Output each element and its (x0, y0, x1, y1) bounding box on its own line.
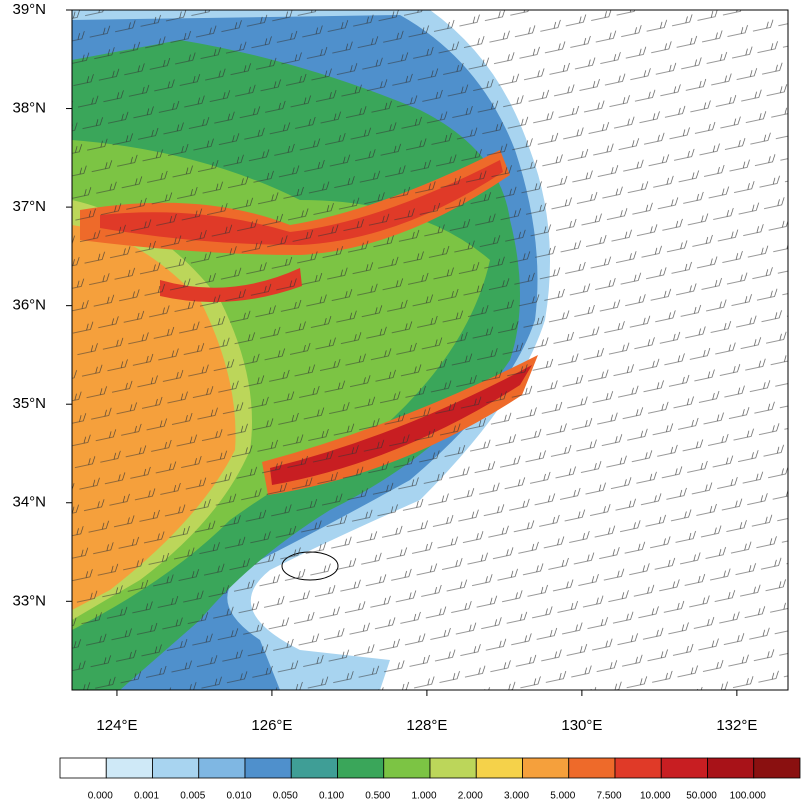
colorbar-box (568, 757, 616, 779)
colorbar-label: 5.000 (550, 791, 575, 802)
colorbar-box (614, 757, 662, 779)
colorbar-box (660, 757, 708, 779)
colorbar-box (290, 757, 338, 779)
colorbar-box (383, 757, 431, 779)
x-tick-label: 126°E (251, 717, 292, 734)
colorbar-box (152, 757, 200, 779)
y-tick-label: 37°N (12, 198, 46, 215)
plot-frame (71, 9, 789, 691)
y-tick-label: 34°N (12, 494, 46, 511)
colorbar-label: 0.100 (319, 791, 344, 802)
colorbar-label: 0.000 (88, 791, 113, 802)
colorbar-box (244, 757, 292, 779)
colorbar-box (522, 757, 570, 779)
colorbar-box (753, 757, 801, 779)
colorbar-box (475, 757, 523, 779)
colorbar-box (105, 757, 153, 779)
map-field (72, 10, 788, 690)
colorbar-box (707, 757, 755, 779)
colorbar-box (59, 757, 107, 779)
x-tick-label: 132°E (716, 717, 757, 734)
colorbar-label: 0.010 (226, 791, 251, 802)
colorbar-box (429, 757, 477, 779)
y-tick-label: 39°N (12, 1, 46, 18)
colorbar-label: 3.000 (504, 791, 529, 802)
y-tick-label: 36°N (12, 297, 46, 314)
colorbar-label: 0.005 (180, 791, 205, 802)
colorbar-box (337, 757, 385, 779)
colorbar-label: 10.000 (640, 791, 671, 802)
colorbar-label: 2.000 (458, 791, 483, 802)
wind-barbs (72, 10, 788, 690)
y-tick-label: 33°N (12, 592, 46, 609)
x-tick-label: 124°E (96, 717, 137, 734)
x-tick-label: 128°E (406, 717, 447, 734)
colorbar-label: 7.500 (596, 791, 621, 802)
colorbar-label: 1.000 (411, 791, 436, 802)
colorbar-label: 100.000 (730, 791, 767, 802)
x-tick-label: 130°E (561, 717, 602, 734)
y-tick-label: 38°N (12, 100, 46, 117)
colorbar-label: 0.500 (365, 791, 390, 802)
colorbar-label: 0.050 (273, 791, 298, 802)
colorbar-box (198, 757, 246, 779)
y-tick-label: 35°N (12, 395, 46, 412)
colorbar-label: 50.000 (686, 791, 717, 802)
colorbar-label: 0.001 (134, 791, 159, 802)
